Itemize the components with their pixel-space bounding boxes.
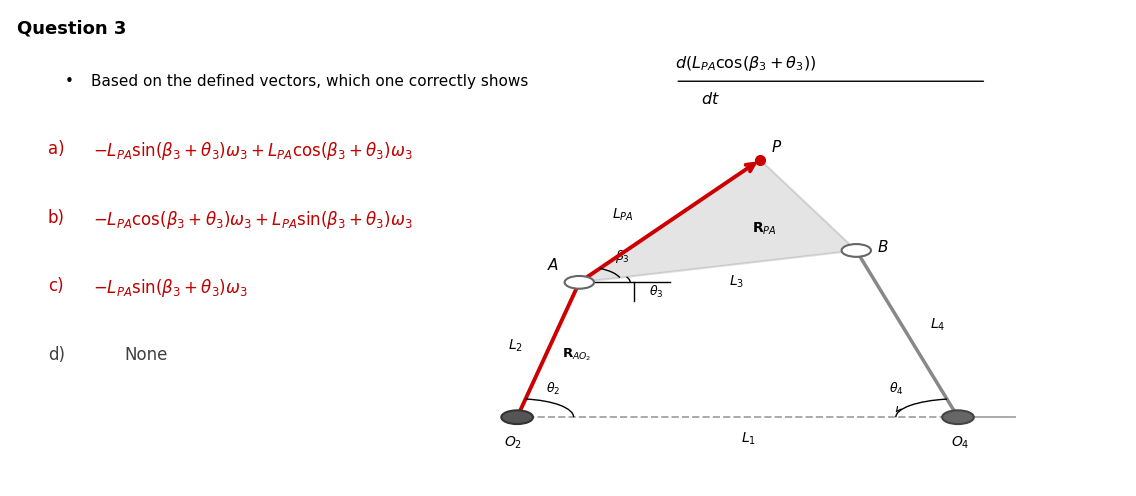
Polygon shape [579,160,857,282]
Text: $L_4$: $L_4$ [929,317,945,333]
Circle shape [565,276,594,289]
Text: Question 3: Question 3 [17,20,127,38]
Text: $\theta_3$: $\theta_3$ [650,284,663,300]
Text: b): b) [48,209,65,227]
Text: None: None [125,346,168,364]
Text: $\theta_2$: $\theta_2$ [546,381,560,397]
Text: $\mathbf{R}_{AO_2}$: $\mathbf{R}_{AO_2}$ [562,346,591,363]
Text: d): d) [48,346,65,364]
Text: $O_4$: $O_4$ [951,434,969,451]
Text: $A$: $A$ [546,256,559,272]
Text: $P$: $P$ [771,139,783,155]
Text: c): c) [48,277,64,296]
Text: $-L_{PA}\sin(\beta_3+\theta_3)\omega_3+L_{PA}\cos(\beta_3+\theta_3)\omega_3$: $-L_{PA}\sin(\beta_3+\theta_3)\omega_3+L… [93,140,414,162]
Text: $L_3$: $L_3$ [729,274,744,290]
Text: $-L_{PA}\cos(\beta_3+\theta_3)\omega_3+L_{PA}\sin(\beta_3+\theta_3)\omega_3$: $-L_{PA}\cos(\beta_3+\theta_3)\omega_3+L… [93,209,414,231]
Text: $L_1$: $L_1$ [742,431,757,447]
Text: $d(L_{PA}\cos(\beta_3+\theta_3))$: $d(L_{PA}\cos(\beta_3+\theta_3))$ [676,54,817,73]
Text: $O_2$: $O_2$ [503,434,521,451]
Text: Based on the defined vectors, which one correctly shows: Based on the defined vectors, which one … [91,74,528,89]
Text: $\theta_4$: $\theta_4$ [888,381,903,397]
Text: $dt$: $dt$ [701,91,720,107]
Text: $L_{PA}$: $L_{PA}$ [612,207,634,223]
Text: $B$: $B$ [877,239,888,254]
Text: $\mathbf{R}_{PA}$: $\mathbf{R}_{PA}$ [752,220,777,237]
Circle shape [501,410,533,424]
Text: $\beta_3$: $\beta_3$ [615,248,629,265]
Text: $-L_{PA}\sin(\beta_3+\theta_3)\omega_3$: $-L_{PA}\sin(\beta_3+\theta_3)\omega_3$ [93,277,248,300]
Circle shape [842,244,871,257]
Text: a): a) [48,140,65,158]
Text: $L_2$: $L_2$ [509,338,524,354]
Circle shape [942,410,974,424]
Text: •: • [65,74,74,89]
